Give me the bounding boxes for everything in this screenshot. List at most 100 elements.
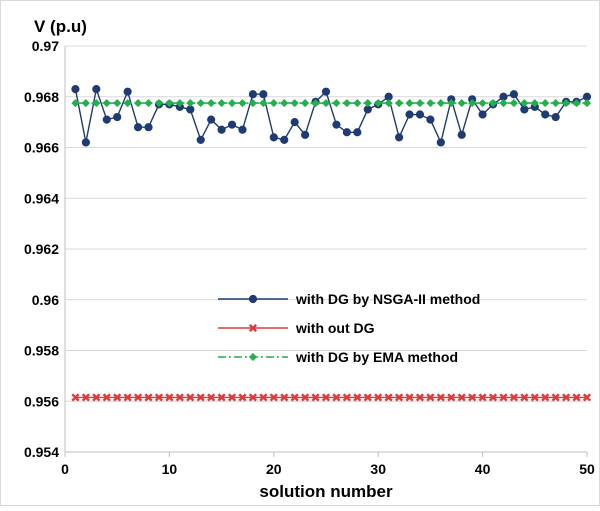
data-point — [394, 133, 404, 142]
data-point — [217, 393, 226, 402]
data-point — [154, 393, 164, 402]
data-point — [81, 98, 91, 108]
data-point — [509, 90, 519, 99]
data-point — [113, 393, 122, 402]
data-point — [363, 98, 372, 108]
x-tick-label: 20 — [266, 461, 282, 477]
data-point — [447, 393, 456, 402]
legend-label: with out DG — [295, 320, 375, 336]
data-point — [342, 393, 351, 402]
data-point — [457, 98, 466, 108]
data-point — [353, 393, 362, 402]
legend-marker — [248, 323, 258, 333]
data-point — [207, 115, 216, 124]
data-point — [426, 115, 435, 124]
data-point — [144, 98, 153, 108]
x-tick-label: 50 — [579, 461, 595, 477]
data-point — [311, 393, 320, 402]
data-point — [71, 98, 80, 108]
data-point — [447, 98, 456, 108]
data-point — [561, 98, 571, 108]
data-point — [541, 110, 550, 119]
data-point — [436, 98, 445, 108]
data-point — [123, 98, 132, 108]
data-point — [133, 98, 143, 108]
data-point — [92, 85, 101, 94]
data-point — [478, 110, 487, 119]
data-point — [478, 393, 487, 402]
data-point — [374, 393, 383, 402]
data-point — [207, 393, 216, 402]
data-point — [290, 118, 299, 127]
data-point — [468, 393, 477, 402]
x-tick-label: 30 — [370, 461, 386, 477]
data-point — [342, 128, 351, 137]
data-point — [509, 98, 519, 108]
data-point — [541, 393, 550, 402]
series-with-out-dg — [71, 393, 592, 402]
data-point — [134, 393, 143, 402]
data-point — [248, 90, 258, 99]
data-point — [332, 98, 341, 108]
data-point — [81, 138, 90, 147]
y-tick-label: 0.956 — [24, 393, 59, 409]
y-tick-label: 0.964 — [24, 190, 59, 206]
data-point — [102, 98, 111, 108]
data-point — [572, 393, 581, 402]
data-point — [238, 393, 247, 402]
gridlines — [65, 45, 587, 453]
data-point — [123, 87, 132, 96]
data-point — [499, 98, 508, 108]
x-tick-label: 10 — [162, 461, 178, 477]
data-point — [488, 393, 498, 402]
data-point — [269, 393, 278, 402]
data-point — [321, 87, 331, 96]
data-point — [154, 98, 164, 108]
data-point — [290, 393, 299, 402]
data-point — [541, 98, 550, 108]
data-point — [71, 85, 80, 94]
data-point — [186, 98, 195, 108]
data-point — [520, 98, 529, 108]
data-point — [133, 123, 143, 132]
data-point — [259, 90, 268, 99]
data-point — [280, 98, 289, 108]
data-point — [175, 98, 184, 108]
data-point — [321, 393, 331, 402]
data-point — [551, 112, 560, 122]
data-point — [562, 393, 571, 402]
data-point — [259, 98, 268, 108]
data-point — [405, 98, 414, 108]
data-point — [269, 98, 278, 108]
data-point — [92, 393, 101, 402]
data-point — [530, 393, 539, 402]
data-point — [384, 98, 393, 108]
data-point — [113, 112, 122, 122]
data-point — [175, 393, 184, 402]
data-point — [353, 98, 362, 108]
axes: 0.954 0.956 0.958 0.96 0.962 0.964 0.966 0.968 0… — [24, 38, 595, 477]
data-point — [415, 98, 425, 108]
data-point — [436, 393, 445, 402]
data-point — [165, 393, 174, 402]
data-point — [499, 393, 508, 402]
data-point — [415, 393, 425, 402]
data-point — [363, 393, 372, 402]
data-point — [227, 98, 237, 108]
legend-marker — [248, 294, 258, 304]
data-point — [384, 393, 393, 402]
y-tick-label: 0.968 — [24, 89, 59, 105]
data-point — [551, 393, 560, 402]
data-point — [280, 135, 289, 144]
data-point — [207, 98, 216, 108]
data-point — [342, 98, 352, 108]
series-layer — [71, 85, 592, 402]
data-point — [394, 98, 404, 108]
y-tick-label: 0.97 — [32, 38, 59, 54]
y-tick-label: 0.962 — [24, 241, 59, 257]
data-point — [332, 120, 341, 129]
data-point — [227, 120, 237, 129]
